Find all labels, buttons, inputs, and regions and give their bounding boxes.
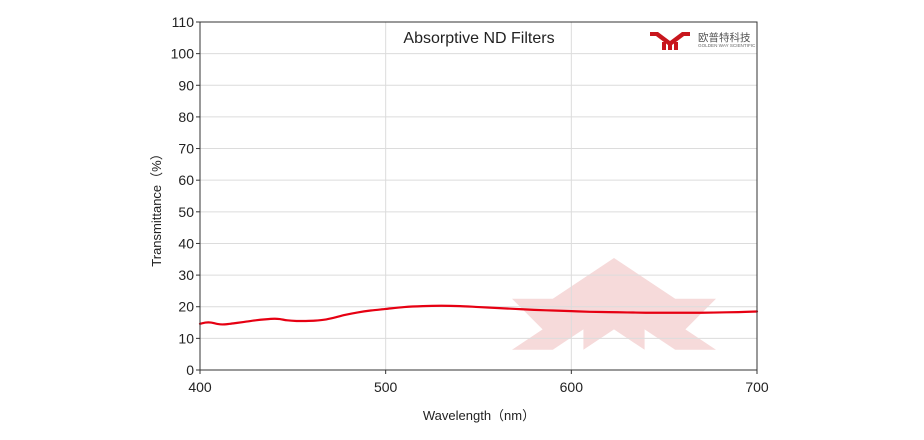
brand-name-cn: 欧普特科技 xyxy=(698,31,751,44)
y-axis-ticks: 0 10 20 30 40 50 60 70 80 90 100 110 xyxy=(171,14,200,378)
y-tick-label: 100 xyxy=(171,46,195,62)
watermark-shape xyxy=(583,288,645,350)
y-axis-title: Transmittance（%） xyxy=(149,147,164,266)
y-tick-label: 80 xyxy=(178,109,194,125)
y-tick-label: 40 xyxy=(178,235,194,251)
series-layer xyxy=(198,304,759,326)
y-tick-label: 30 xyxy=(178,267,194,283)
grid-lines xyxy=(200,22,757,370)
chart-title: Absorptive ND Filters xyxy=(403,30,554,47)
logo-mark-icon xyxy=(650,32,690,50)
y-tick-label: 50 xyxy=(178,204,194,220)
brand-name-en: GOLDEN WAY SCIENTIFIC xyxy=(698,43,756,48)
watermark-logo xyxy=(512,258,716,350)
y-tick-label: 90 xyxy=(178,77,194,93)
brand-logo: 欧普特科技 GOLDEN WAY SCIENTIFIC xyxy=(650,31,756,50)
y-tick-label: 110 xyxy=(172,14,195,30)
logo-glyph xyxy=(650,32,690,50)
y-tick-label: 70 xyxy=(178,141,194,157)
y-tick-label: 60 xyxy=(178,172,194,188)
plot-frame xyxy=(199,21,758,371)
x-axis-ticks: 400 500 600 700 xyxy=(188,370,769,395)
y-tick-label: 0 xyxy=(186,362,194,378)
x-tick-label: 400 xyxy=(188,379,212,395)
x-tick-label: 500 xyxy=(374,379,398,395)
y-tick-label: 10 xyxy=(178,330,194,346)
x-tick-label: 700 xyxy=(745,379,769,395)
transmittance-series-line xyxy=(198,304,759,326)
x-axis-title: Wavelength（nm） xyxy=(423,408,535,423)
y-tick-label: 20 xyxy=(178,299,194,315)
x-tick-label: 600 xyxy=(560,379,584,395)
